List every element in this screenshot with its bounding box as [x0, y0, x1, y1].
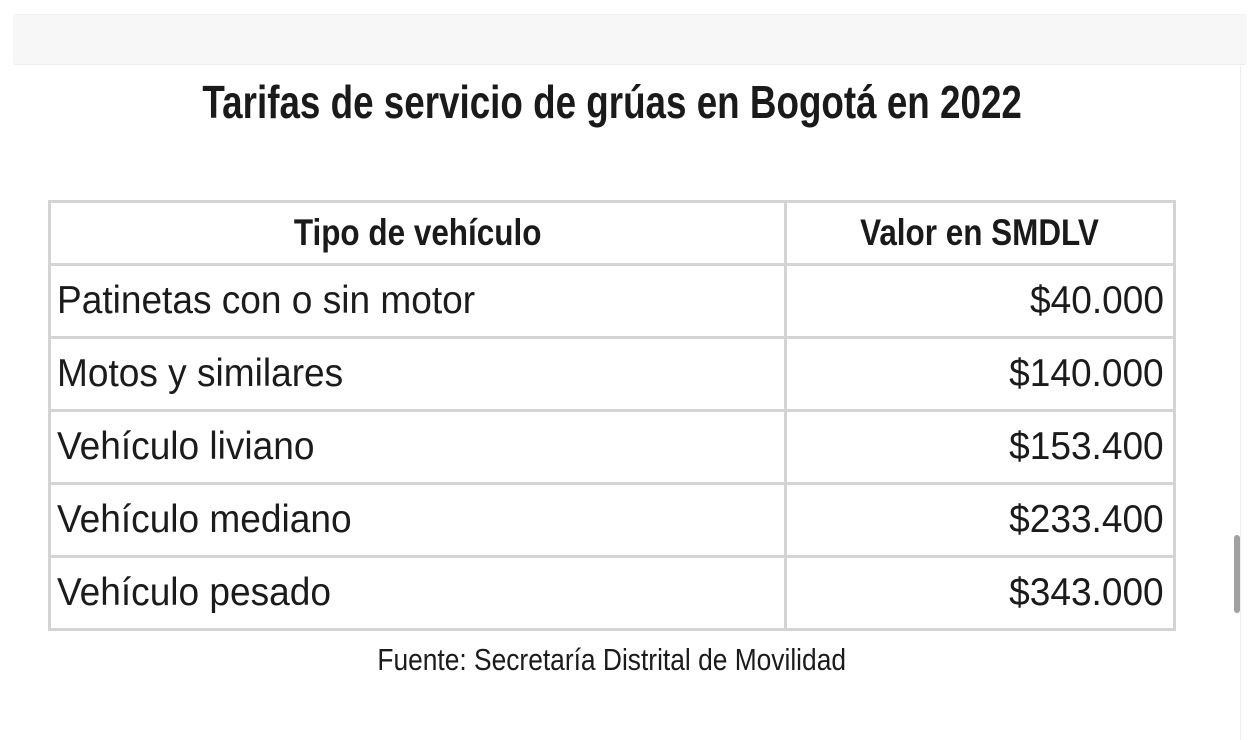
page-title: Tarifas de servicio de grúas en Bogotá e…: [48, 75, 1176, 129]
table-row: Vehículo pesado $343.000: [48, 555, 1177, 631]
cell-valor: $40.000: [783, 263, 1177, 339]
source-note: Fuente: Secretaría Distrital de Movilida…: [48, 641, 1176, 679]
cell-tipo: Patinetas con o sin motor: [48, 263, 787, 339]
cell-tipo: Motos y similares: [48, 336, 787, 412]
cell-valor: $233.400: [783, 482, 1177, 558]
page-title-text: Tarifas de servicio de grúas en Bogotá e…: [202, 76, 1022, 128]
cell-valor: $140.000: [783, 336, 1177, 412]
cell-tipo: Vehículo mediano: [48, 482, 787, 558]
column-header-valor: Valor en SMDLV: [783, 200, 1177, 266]
table-row: Vehículo liviano $153.400: [48, 409, 1177, 485]
toolbar-strip: [13, 14, 1247, 65]
scrollbar-thumb[interactable]: [1234, 535, 1240, 613]
page-content: Tarifas de servicio de grúas en Bogotá e…: [48, 75, 1177, 679]
rates-table: Tipo de vehículo Valor en SMDLV Patineta…: [48, 200, 1177, 631]
table-row: Motos y similares $140.000: [48, 336, 1177, 412]
table-row: Patinetas con o sin motor $40.000: [48, 263, 1177, 339]
cell-tipo: Vehículo liviano: [48, 409, 787, 485]
cell-tipo: Vehículo pesado: [48, 555, 787, 631]
cell-valor: $153.400: [783, 409, 1177, 485]
column-header-tipo: Tipo de vehículo: [48, 200, 787, 266]
cell-valor: $343.000: [783, 555, 1177, 631]
table-header-row: Tipo de vehículo Valor en SMDLV: [48, 200, 1177, 266]
scrollbar-track[interactable]: [1240, 66, 1241, 740]
source-note-text: Fuente: Secretaría Distrital de Movilida…: [377, 642, 847, 677]
table-row: Vehículo mediano $233.400: [48, 482, 1177, 558]
